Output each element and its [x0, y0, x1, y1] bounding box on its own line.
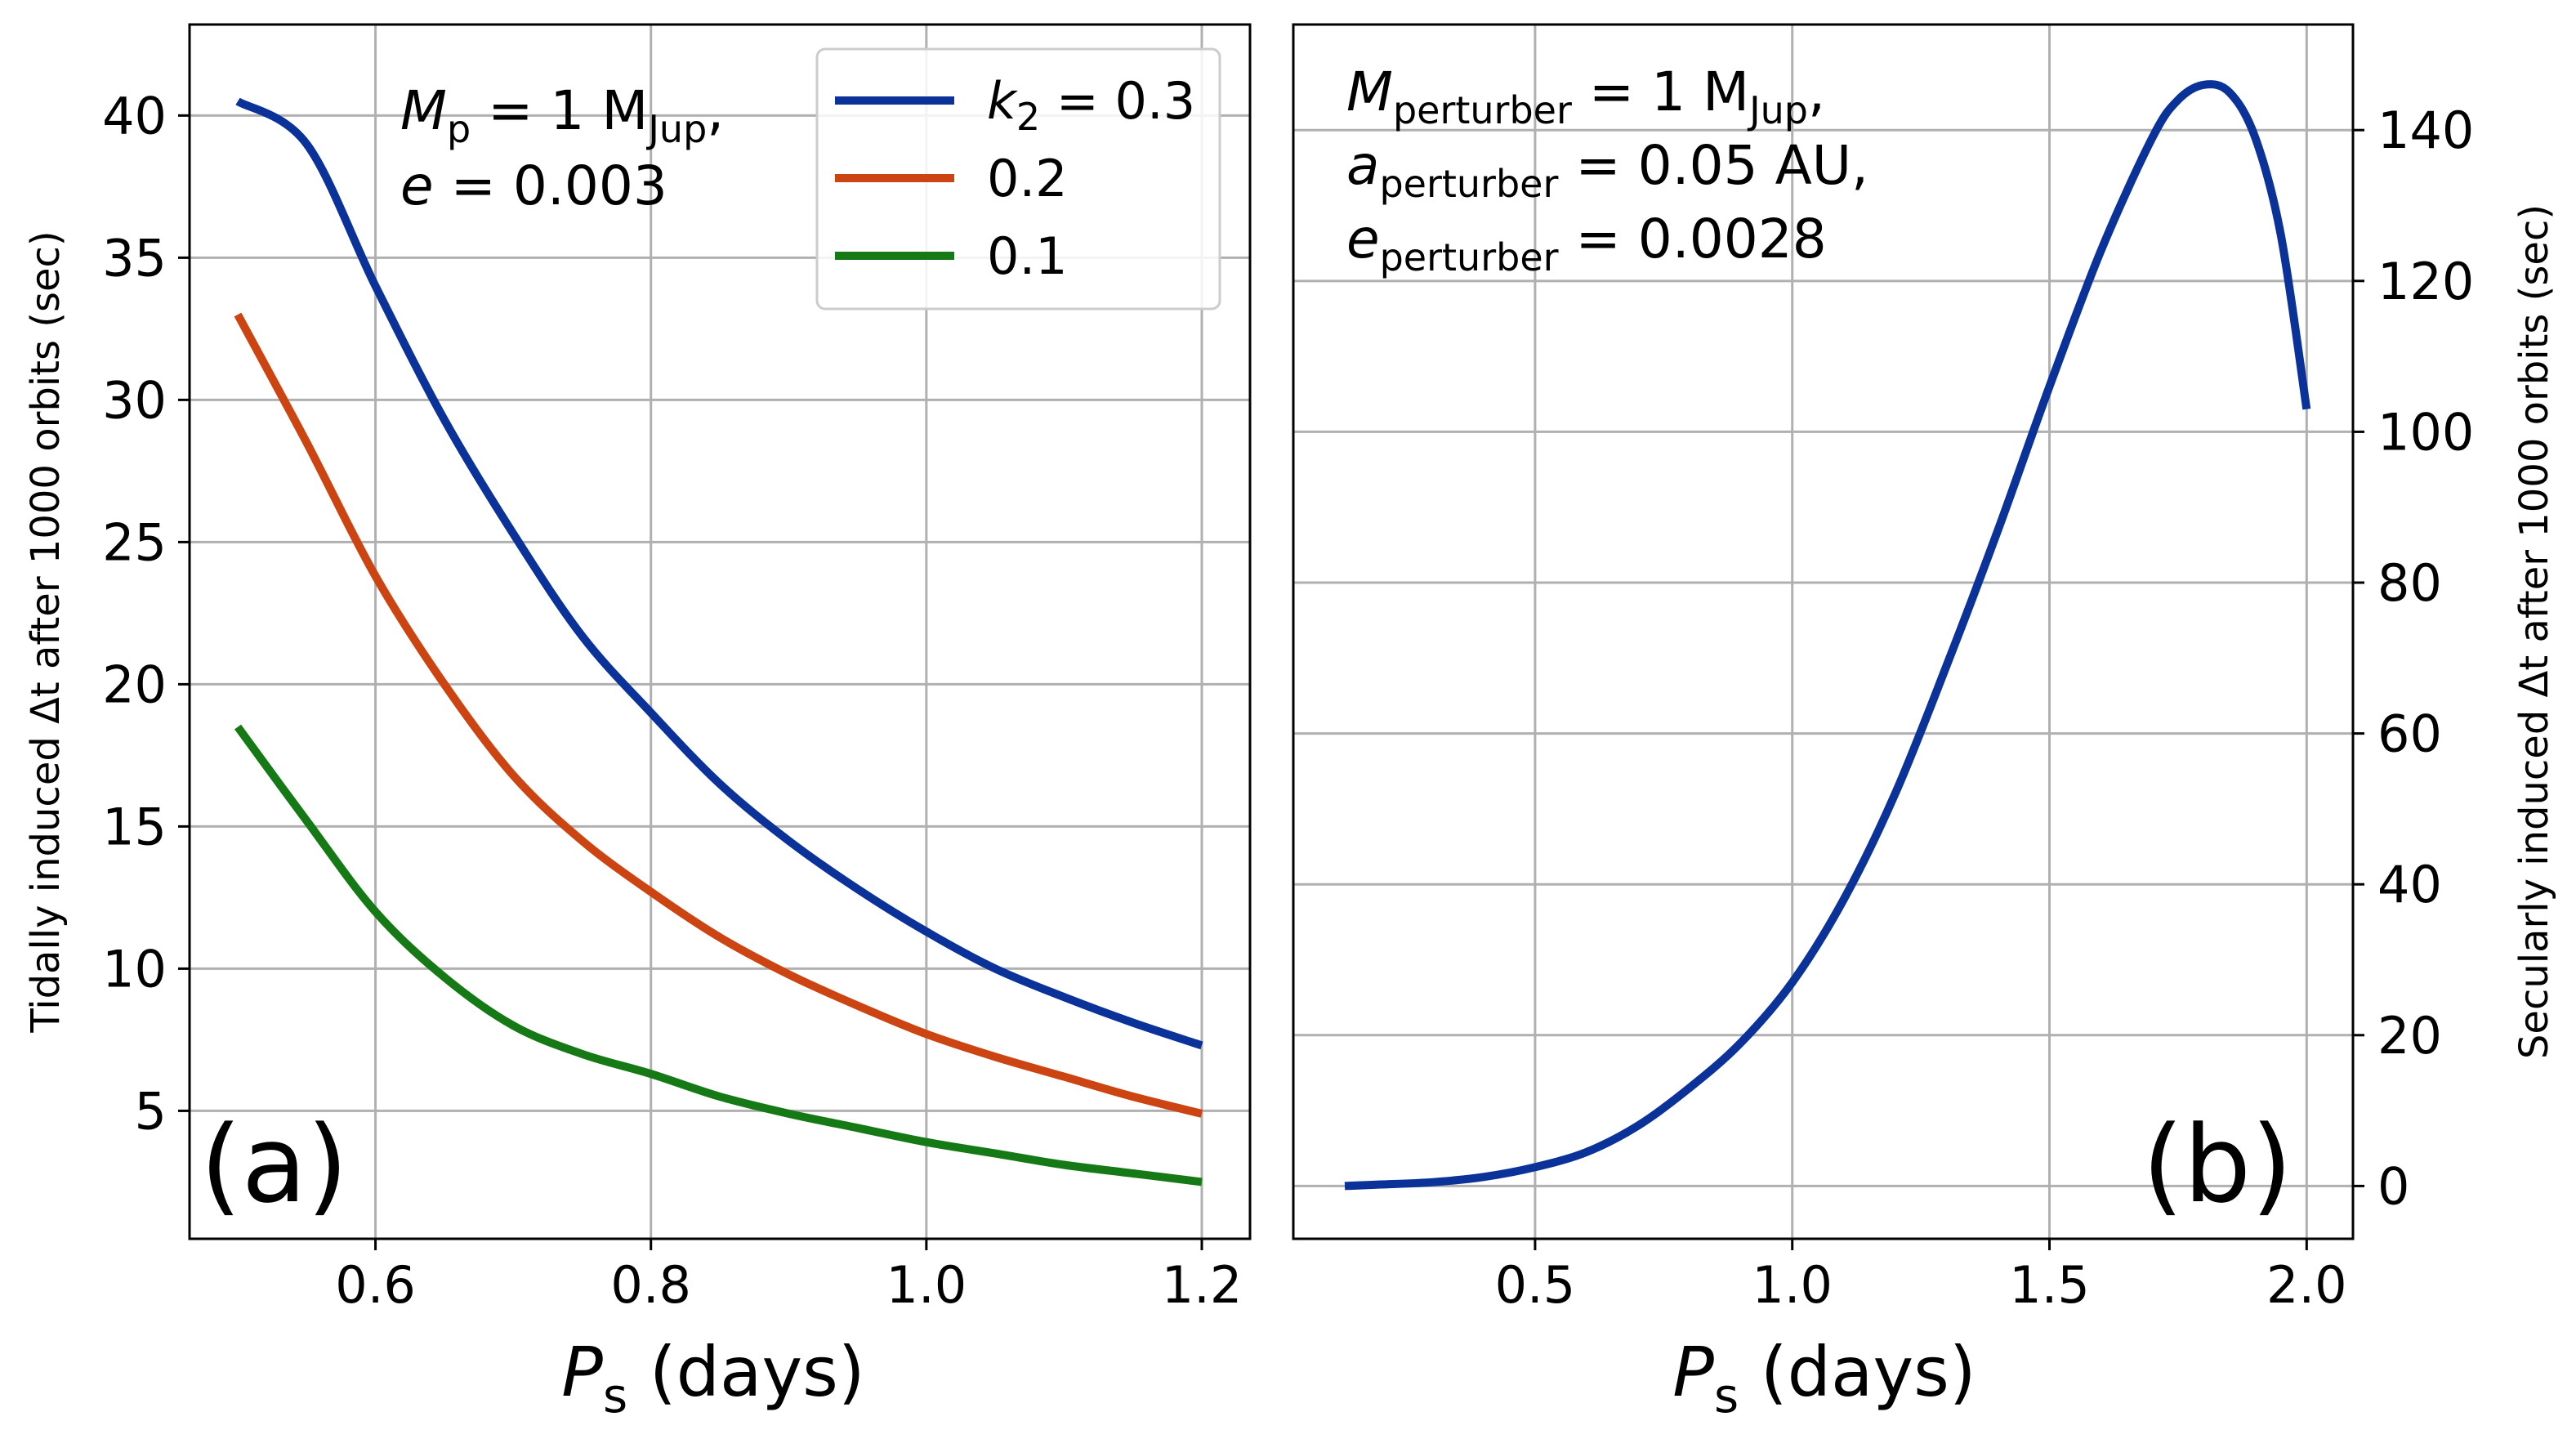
panel-a-frame	[188, 23, 1252, 1240]
panel-a-x-axis-label: Ps (days)	[561, 1332, 864, 1423]
xlabel-b-var: P	[1672, 1332, 1714, 1412]
x-tick-label: 0.5	[1495, 1255, 1576, 1315]
y-tick-label: 20	[102, 655, 167, 714]
legend-box	[815, 47, 1221, 311]
panel-b-ticks: 0.5 1.0 1.5 2.0 0 20 40 60 80 100 120 140	[1495, 101, 2475, 1315]
x-tick-label: 0.6	[335, 1255, 416, 1315]
y-tick-label: 140	[2377, 101, 2474, 160]
x-tick-label: 1.2	[1162, 1255, 1243, 1315]
y-tick-label: 30	[102, 370, 167, 430]
panel-b-grid	[1293, 25, 2353, 1239]
legend-eq: = 0.3	[1040, 71, 1195, 131]
xlabel-a-unit: (days)	[627, 1332, 865, 1412]
panel-a-annotation-line2: e = 0.003	[400, 154, 667, 217]
panel-b-annotation-line2: aperturber = 0.05 AU,	[1346, 134, 1868, 206]
series-line-a-2	[234, 724, 1203, 1187]
y-tick-label: 15	[102, 797, 167, 856]
legend-label-01: 0.1	[987, 226, 1068, 286]
annotation-eq-1: = 1 M	[471, 79, 648, 142]
x-tick-label: 1.5	[2009, 1255, 2090, 1315]
annot-b-comma: ,	[1808, 60, 1825, 123]
panel-b-annotation-line1: Mperturber = 1 MJup,	[1346, 60, 1825, 132]
annot-b-sub-2: perturber	[1379, 162, 1558, 206]
panel-b-label: (b)	[2142, 1102, 2293, 1227]
panel-b-curves	[1344, 80, 2311, 1191]
y-tick-label: 10	[102, 939, 167, 999]
series-line-a-1	[234, 312, 1203, 1118]
y-tick-label: 60	[2377, 704, 2442, 764]
y-tick-label: 5	[135, 1081, 167, 1141]
series-line-b-0	[1344, 80, 2311, 1191]
y-tick-label: 35	[102, 228, 167, 288]
y-tick-label: 20	[2377, 1006, 2442, 1066]
panel-a-y-axis-label: Tidally induced Δt after 1000 orbits (se…	[23, 230, 69, 1033]
annot-b-var-e: e	[1346, 208, 1380, 270]
annot-b-eq-1: = 1 M	[1572, 60, 1749, 123]
panel-b-annotation-line3: eperturber = 0.0028	[1346, 208, 1827, 279]
annotation-eq-2: = 0.003	[434, 154, 667, 217]
panel-b-x-axis-label: Ps (days)	[1672, 1332, 1976, 1423]
panel-b: 0.5 1.0 1.5 2.0 0 20 40 60 80 100 120 140 Mperturbe…	[1292, 23, 2557, 1423]
panel-b-frame	[1292, 23, 2355, 1240]
y-tick-label: 120	[2377, 252, 2474, 311]
legend-label-k03: k2 = 0.3	[987, 71, 1195, 139]
annot-b-sub-3: perturber	[1380, 235, 1559, 279]
panel-a: 0.6 0.8 1.0 1.2 5 10 15 20 25 30 35 40 Mp = 1 MJup,…	[23, 23, 1252, 1423]
annotation-comma: ,	[707, 79, 724, 142]
y-tick-label: 100	[2377, 402, 2474, 462]
panel-a-label: (a)	[200, 1102, 348, 1227]
annotation-sub-p: p	[447, 107, 471, 151]
annotation-sub-jup: Jup	[645, 107, 707, 151]
panel-a-curves	[234, 97, 1203, 1187]
panel-b-y-axis-label: Secularly induced Δt after 1000 orbits (…	[2511, 204, 2557, 1059]
annotation-var-m: M	[400, 79, 447, 142]
annot-b-eq-3: = 0.0028	[1559, 208, 1827, 270]
legend: k2 = 0.3 0.2 0.1	[815, 47, 1221, 311]
annot-b-eq-2: = 0.05 AU,	[1558, 134, 1868, 197]
panel-a-annotation-line1: Mp = 1 MJup,	[400, 79, 724, 151]
y-tick-label: 40	[2377, 855, 2442, 914]
annot-b-sub-jup: Jup	[1747, 88, 1808, 132]
annotation-var-e: e	[400, 154, 434, 217]
xlabel-b-unit: (days)	[1739, 1332, 1976, 1412]
legend-sub-2: 2	[1016, 95, 1040, 139]
xlabel-b-sub: s	[1714, 1368, 1739, 1423]
annot-b-var-m: M	[1346, 60, 1393, 123]
y-tick-label: 80	[2377, 553, 2442, 613]
annot-b-sub-1: perturber	[1393, 88, 1572, 132]
xlabel-a-var: P	[561, 1332, 603, 1412]
legend-var-k: k	[987, 71, 1018, 131]
panel-a-ticks: 0.6 0.8 1.0 1.2 5 10 15 20 25 30 35 40	[102, 86, 1242, 1315]
x-tick-label: 1.0	[886, 1255, 967, 1315]
annot-b-var-a: a	[1346, 134, 1379, 197]
xlabel-a-sub: s	[603, 1368, 627, 1423]
x-tick-label: 2.0	[2266, 1255, 2347, 1315]
y-tick-label: 0	[2377, 1156, 2409, 1216]
legend-label-02: 0.2	[987, 149, 1068, 208]
y-tick-label: 25	[102, 512, 167, 572]
x-tick-label: 0.8	[610, 1255, 691, 1315]
y-tick-label: 40	[102, 86, 167, 145]
series-line-a-0	[235, 97, 1203, 1050]
x-tick-label: 1.0	[1752, 1255, 1833, 1315]
